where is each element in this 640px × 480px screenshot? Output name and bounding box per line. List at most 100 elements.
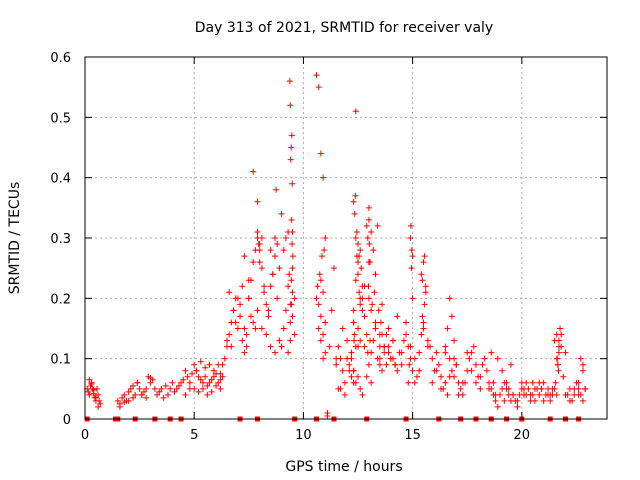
data-point	[254, 307, 261, 314]
data-point	[320, 355, 327, 362]
data-point	[322, 349, 329, 356]
data-point	[356, 253, 363, 260]
data-point	[411, 379, 418, 386]
data-point	[350, 319, 357, 326]
data-point	[505, 385, 512, 392]
data-point	[241, 253, 248, 260]
data-point	[359, 391, 366, 398]
data-point	[501, 397, 508, 404]
data-point	[355, 241, 362, 248]
data-point	[189, 370, 196, 377]
data-point	[206, 361, 213, 368]
data-point	[171, 388, 178, 395]
data-point	[365, 295, 372, 302]
data-point	[288, 216, 295, 223]
data-point	[160, 394, 167, 401]
data-point	[553, 391, 560, 398]
data-point	[363, 222, 370, 229]
data-point	[554, 361, 561, 368]
data-point	[324, 412, 331, 419]
data-point	[552, 379, 559, 386]
data-point	[385, 343, 392, 350]
data-point	[199, 385, 206, 392]
data-point	[158, 385, 165, 392]
data-point	[488, 349, 495, 356]
data-point	[191, 361, 198, 368]
data-point	[468, 367, 475, 374]
data-point	[486, 385, 493, 392]
data-point	[370, 247, 377, 254]
data-point	[383, 361, 390, 368]
data-point	[230, 307, 237, 314]
axis-ticks	[84, 56, 607, 420]
data-point	[221, 355, 228, 362]
data-point	[464, 349, 471, 356]
data-point	[287, 319, 294, 326]
data-point	[553, 331, 560, 338]
data-point	[250, 168, 257, 175]
data-point	[274, 295, 281, 302]
data-point	[114, 397, 121, 404]
data-point	[571, 385, 578, 392]
data-point	[237, 301, 244, 308]
data-point	[280, 325, 287, 332]
data-point	[442, 379, 449, 386]
data-point	[195, 373, 202, 380]
data-point	[409, 253, 416, 260]
data-point	[273, 186, 280, 193]
data-point	[557, 325, 564, 332]
data-point	[536, 391, 543, 398]
x-tick-label: 10	[295, 428, 312, 443]
data-point	[206, 379, 213, 386]
data-point	[169, 379, 176, 386]
data-point	[328, 307, 335, 314]
data-point	[579, 361, 586, 368]
data-point	[409, 367, 416, 374]
data-point	[407, 343, 414, 350]
data-point	[191, 385, 198, 392]
data-point	[361, 343, 368, 350]
data-point	[352, 277, 359, 284]
data-point	[291, 295, 298, 302]
data-point	[350, 198, 357, 205]
data-point	[215, 379, 222, 386]
data-point	[226, 289, 233, 296]
data-point	[255, 241, 262, 248]
data-point	[368, 307, 375, 314]
data-point	[321, 247, 328, 254]
y-tick-label: 0.4	[50, 172, 71, 187]
data-point	[352, 379, 359, 386]
data-point	[547, 397, 554, 404]
data-point	[272, 235, 279, 241]
data-point	[344, 337, 351, 344]
data-point	[350, 367, 357, 374]
data-point	[291, 331, 298, 338]
data-point	[403, 331, 410, 338]
data-point	[119, 394, 126, 401]
data-points	[84, 72, 589, 419]
data-point	[472, 379, 479, 386]
data-point	[313, 72, 320, 79]
data-point	[442, 343, 449, 350]
data-point	[492, 397, 499, 404]
data-point	[521, 391, 528, 398]
data-point	[444, 325, 451, 332]
data-point	[132, 391, 139, 398]
data-point	[416, 349, 423, 356]
data-point	[424, 343, 431, 350]
data-point	[258, 235, 265, 241]
data-point	[453, 361, 460, 368]
data-point	[282, 307, 289, 314]
data-point	[333, 355, 340, 362]
data-point	[92, 394, 99, 401]
data-point	[422, 283, 429, 290]
data-point	[411, 355, 418, 362]
data-point	[288, 144, 295, 151]
data-point	[562, 349, 569, 356]
data-point	[551, 385, 558, 392]
data-point	[204, 382, 211, 389]
data-point	[575, 391, 582, 398]
data-point	[398, 349, 405, 356]
data-point	[369, 301, 376, 308]
